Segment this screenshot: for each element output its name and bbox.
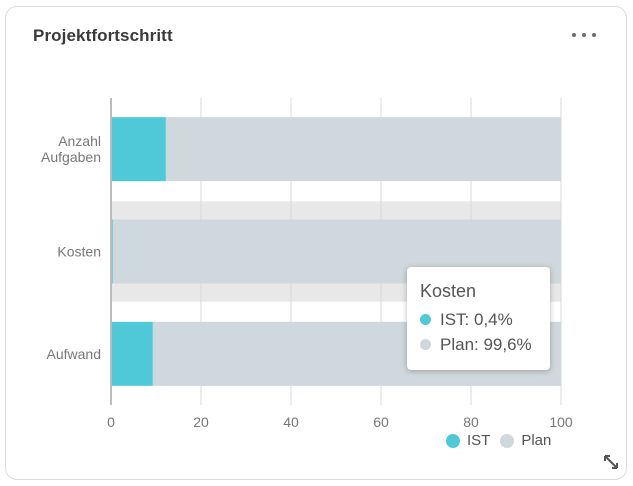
- legend-item-ist[interactable]: IST: [446, 432, 490, 449]
- category-label: Kosten: [57, 244, 101, 260]
- tooltip-plan-label: Plan: 99,6%: [440, 334, 532, 354]
- x-tick-label: 60: [373, 414, 389, 430]
- tooltip-row-plan: Plan: 99,6%: [420, 332, 550, 357]
- tooltip-plan-dot: [420, 339, 431, 350]
- legend-ist-dot: [446, 433, 460, 448]
- card-title: Projektfortschritt: [33, 26, 173, 45]
- tooltip-row-ist: IST: 0,4%: [420, 307, 550, 332]
- tooltip-ist-label: IST: 0,4%: [440, 309, 513, 329]
- legend-plan-dot: [500, 433, 515, 448]
- x-tick-label: 80: [463, 414, 479, 430]
- category-label: Aufgaben: [41, 149, 101, 165]
- legend-plan-label: Plan: [521, 432, 552, 449]
- category-label: Aufwand: [47, 346, 101, 362]
- bar-ist-0: [111, 117, 166, 182]
- x-tick-label: 20: [193, 414, 209, 430]
- tooltip-ist-dot: [420, 314, 431, 325]
- x-tick-label: 0: [107, 414, 115, 430]
- legend-ist-label: IST: [467, 432, 491, 449]
- resize-diagonal-icon[interactable]: [602, 453, 620, 471]
- legend-item-plan[interactable]: Plan: [500, 432, 551, 449]
- tooltip-title: Kosten: [420, 281, 477, 301]
- x-tick-label: 100: [549, 414, 573, 430]
- category-label: Anzahl: [58, 133, 101, 149]
- chart-legend: IST Plan: [446, 432, 561, 449]
- bar-ist-2: [111, 321, 153, 386]
- chart-tooltip: Kosten IST: 0,4% Plan: 99,6%: [407, 267, 550, 370]
- more-horizontal-icon[interactable]: [572, 27, 596, 43]
- x-tick-label: 40: [283, 414, 299, 430]
- bar-plan-0: [165, 117, 561, 182]
